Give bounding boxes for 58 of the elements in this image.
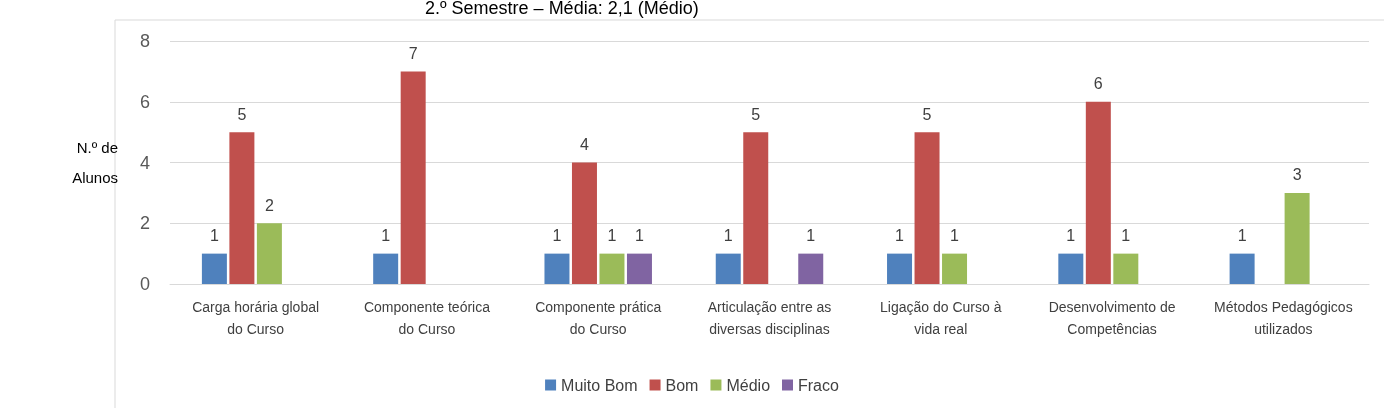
data-label: 1 xyxy=(552,227,562,245)
y-tick-label: 2 xyxy=(139,213,150,234)
data-label: 1 xyxy=(895,227,905,245)
bar xyxy=(373,253,399,284)
bar xyxy=(1113,253,1139,284)
bar xyxy=(626,253,652,284)
chart-title: 2.º Semestre – Média: 2,1 (Médio) xyxy=(425,0,699,18)
bar xyxy=(1085,101,1111,284)
bar xyxy=(1284,192,1310,284)
bar xyxy=(942,253,968,284)
bar xyxy=(400,71,426,284)
bar xyxy=(715,253,741,284)
data-label: 5 xyxy=(237,105,247,123)
data-label: 6 xyxy=(1093,75,1103,93)
x-tick-label: Desenvolvimento de Competências xyxy=(1048,299,1176,337)
bar xyxy=(544,253,570,284)
legend-label: Fraco xyxy=(798,376,840,394)
data-label: 5 xyxy=(751,105,761,123)
bar xyxy=(571,162,597,284)
y-axis-title: N.º de Alunos xyxy=(72,139,118,186)
x-tick-label: Componente prática do Curso xyxy=(535,299,662,337)
data-label: 1 xyxy=(1066,227,1076,245)
data-label: 1 xyxy=(381,227,391,245)
data-label: 1 xyxy=(723,227,733,245)
legend-label: Muito Bom xyxy=(561,376,638,394)
x-tick-label: Componente teórica do Curso xyxy=(363,299,491,337)
data-label: 7 xyxy=(408,44,418,62)
y-tick-label: 4 xyxy=(139,152,150,173)
legend-label: Bom xyxy=(665,376,699,394)
data-label: 1 xyxy=(806,227,816,245)
bar xyxy=(1229,253,1255,284)
bar xyxy=(256,223,282,284)
bar xyxy=(887,253,913,284)
legend-label: Médio xyxy=(726,376,771,394)
bar xyxy=(743,132,769,284)
data-label: 1 xyxy=(607,227,617,245)
data-label: 4 xyxy=(580,136,590,153)
data-label: 5 xyxy=(922,105,932,123)
x-tick-label: Carga horária global do Curso xyxy=(192,299,320,337)
x-tick-label: Ligação do Curso à vida real xyxy=(880,299,1002,337)
bar xyxy=(798,253,824,284)
bar xyxy=(599,253,625,284)
y-tick-label: 6 xyxy=(139,91,150,112)
data-label: 1 xyxy=(950,227,960,245)
bar xyxy=(229,132,255,284)
data-label: 1 xyxy=(1121,227,1131,245)
y-tick-label: 0 xyxy=(139,274,150,294)
data-label: 1 xyxy=(1237,227,1247,245)
data-label: 1 xyxy=(635,227,645,245)
data-label: 1 xyxy=(209,227,219,245)
data-label: 2 xyxy=(264,196,274,214)
bar xyxy=(1058,253,1084,284)
x-tick-label: Métodos Pedagógicos utilizados xyxy=(1214,299,1353,337)
bar xyxy=(914,132,940,284)
y-tick-label: 8 xyxy=(139,31,150,51)
bar xyxy=(201,253,227,284)
x-tick-label: Articulação entre as diversas disciplinas xyxy=(707,299,832,337)
data-label: 3 xyxy=(1292,166,1302,184)
